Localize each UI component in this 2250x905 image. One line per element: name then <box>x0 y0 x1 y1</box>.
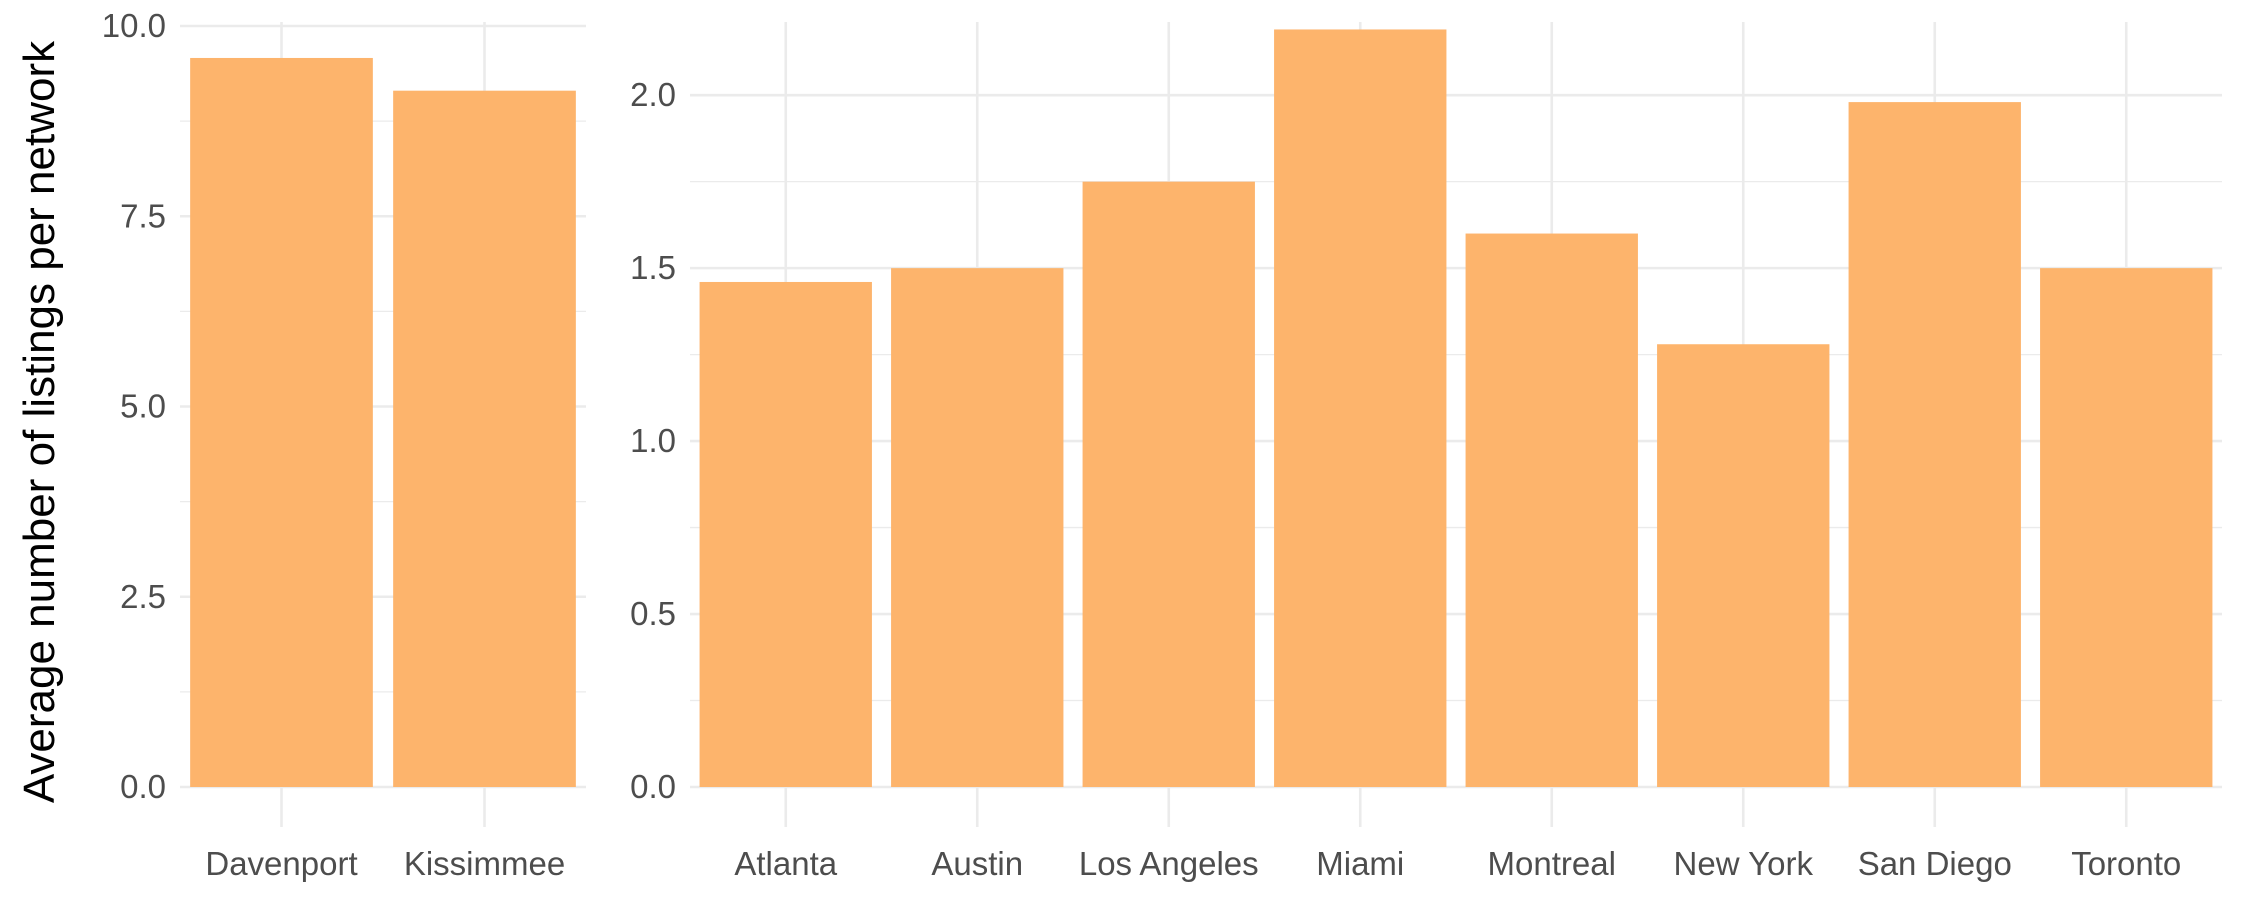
y-tick-label: 0.5 <box>630 595 676 632</box>
y-tick-label: 10.0 <box>102 7 166 44</box>
x-tick-label: Toronto <box>2071 845 2181 882</box>
x-tick-label: San Diego <box>1858 845 2012 882</box>
bar-san-diego <box>1848 102 2021 788</box>
x-tick-label: Miami <box>1316 845 1404 882</box>
bar-austin <box>891 268 1064 787</box>
y-tick-label: 0.0 <box>630 768 676 805</box>
y-tick-label: 7.5 <box>120 197 166 234</box>
bar-montreal <box>1465 233 1638 787</box>
y-tick-label: 1.0 <box>630 422 676 459</box>
bar-kissimmee <box>393 90 576 787</box>
bar-atlanta <box>699 281 872 787</box>
bar-los-angeles <box>1082 181 1255 788</box>
bar-davenport <box>190 57 373 788</box>
x-tick-label: Davenport <box>205 845 357 882</box>
x-tick-label: Los Angeles <box>1079 845 1259 882</box>
y-tick-label: 2.5 <box>120 578 166 615</box>
y-tick-label: 2.0 <box>630 76 676 113</box>
x-tick-label: New York <box>1674 845 1814 882</box>
x-tick-label: Montreal <box>1488 845 1616 882</box>
y-tick-label: 0.0 <box>120 768 166 805</box>
x-tick-label: Kissimmee <box>404 845 565 882</box>
x-tick-label: Austin <box>931 845 1023 882</box>
bar-new-york <box>1657 344 1830 787</box>
y-axis-label: Average number of listings per network <box>15 40 64 804</box>
left-panel: 0.0 2.5 5.0 7.5 10.0 Davenport Kissimmee <box>102 7 586 882</box>
right-panel: 0.0 0.5 1.0 1.5 2.0 Atlanta Austin Los Angeles M… <box>630 22 2222 882</box>
bar-toronto <box>2040 268 2213 787</box>
x-tick-label: Atlanta <box>734 845 837 882</box>
bar-miami <box>1274 29 1447 787</box>
y-tick-label: 1.5 <box>630 249 676 286</box>
y-tick-label: 5.0 <box>120 388 166 425</box>
